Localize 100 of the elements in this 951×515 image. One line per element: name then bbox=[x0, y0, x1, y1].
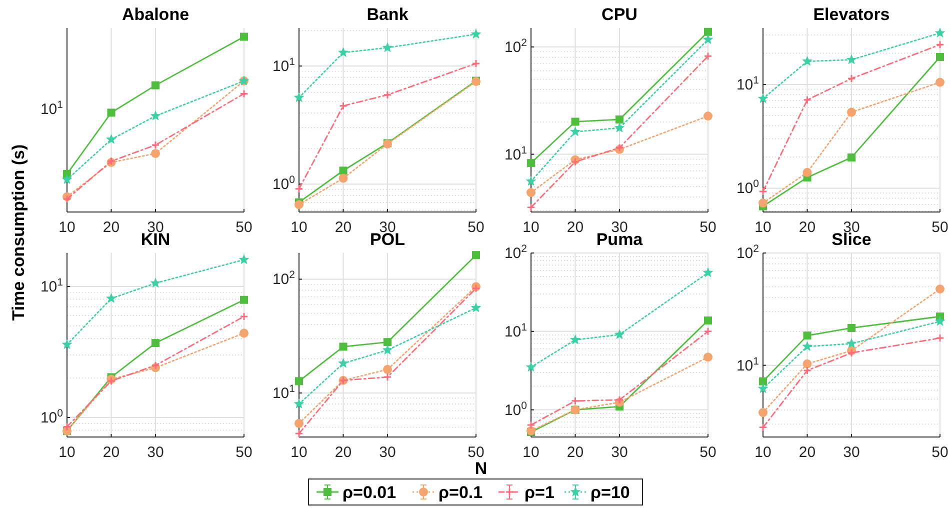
point bbox=[106, 292, 116, 303]
point bbox=[238, 254, 250, 264]
point bbox=[294, 429, 304, 438]
legend-label: ρ=1 bbox=[524, 483, 554, 502]
point bbox=[62, 339, 72, 350]
point bbox=[294, 92, 304, 102]
point bbox=[294, 398, 304, 408]
point bbox=[936, 52, 944, 61]
point bbox=[704, 352, 712, 362]
point bbox=[571, 396, 580, 406]
point bbox=[526, 176, 536, 186]
legend-label: ρ=0.1 bbox=[438, 483, 483, 502]
x-tick-label: 20 bbox=[334, 219, 352, 236]
point bbox=[382, 344, 393, 355]
x-tick-label: 10 bbox=[58, 219, 76, 236]
point bbox=[338, 47, 348, 58]
point bbox=[294, 200, 304, 210]
point bbox=[758, 187, 768, 196]
y-tick-label: 10$^{1}$ bbox=[736, 74, 760, 94]
point bbox=[152, 81, 160, 90]
x-tick-label: 50 bbox=[700, 444, 716, 461]
x-tick-label: 10 bbox=[754, 444, 772, 461]
y-tick-label: 10$^{0}$ bbox=[736, 178, 760, 198]
point bbox=[848, 324, 856, 332]
y-tick-label: 10$^{2}$ bbox=[272, 269, 296, 288]
y-tick-label: 10$^{0}$ bbox=[272, 174, 296, 194]
point bbox=[934, 316, 946, 326]
point bbox=[240, 328, 248, 338]
chart-title: Abalone bbox=[122, 5, 190, 24]
point bbox=[150, 110, 161, 120]
point bbox=[339, 166, 348, 175]
point bbox=[338, 174, 348, 183]
point bbox=[470, 28, 482, 39]
point bbox=[240, 312, 248, 321]
point bbox=[151, 148, 160, 158]
chart-title: CPU bbox=[602, 5, 638, 24]
point bbox=[294, 184, 304, 194]
x-tick-label: 50 bbox=[932, 219, 948, 236]
point bbox=[936, 284, 944, 294]
point bbox=[527, 158, 535, 167]
point bbox=[615, 396, 624, 404]
point bbox=[758, 383, 768, 394]
x-tick-label: 20 bbox=[566, 219, 584, 236]
point bbox=[472, 59, 480, 68]
x-tick-label: 30 bbox=[379, 444, 396, 461]
x-tick-label: 50 bbox=[468, 219, 484, 236]
point bbox=[526, 420, 536, 430]
point bbox=[383, 364, 392, 374]
point bbox=[848, 153, 856, 162]
point bbox=[62, 194, 72, 204]
point bbox=[571, 118, 580, 126]
x-tick-label: 30 bbox=[611, 219, 628, 236]
x-tick-label: 10 bbox=[290, 444, 308, 461]
point bbox=[704, 327, 712, 336]
x-tick-label: 10 bbox=[58, 444, 76, 461]
x-tick-label: 20 bbox=[102, 219, 120, 236]
point bbox=[803, 332, 812, 340]
point bbox=[62, 422, 72, 432]
legend-label: ρ=10 bbox=[590, 483, 630, 502]
x-tick-label: 30 bbox=[147, 444, 164, 461]
y-tick-label: 10$^{0}$ bbox=[40, 408, 64, 427]
point bbox=[383, 90, 392, 100]
point bbox=[846, 54, 857, 64]
legend-label: ρ=0.01 bbox=[342, 483, 396, 502]
x-tick-label: 10 bbox=[522, 219, 540, 236]
point bbox=[802, 341, 812, 351]
point bbox=[470, 302, 482, 312]
point bbox=[295, 377, 303, 386]
point bbox=[338, 358, 348, 368]
point bbox=[240, 89, 248, 98]
point bbox=[151, 361, 160, 370]
point bbox=[526, 203, 536, 212]
point bbox=[570, 126, 580, 136]
point bbox=[384, 338, 392, 346]
point bbox=[614, 329, 625, 340]
y-tick-label: 10$^{1}$ bbox=[272, 56, 296, 76]
point bbox=[704, 112, 712, 121]
y-tick-label: 10$^{1}$ bbox=[736, 355, 760, 374]
point bbox=[383, 372, 392, 382]
y-tick-label: 10$^{2}$ bbox=[504, 243, 528, 262]
point bbox=[571, 158, 580, 166]
point bbox=[702, 267, 714, 278]
x-tick-label: 10 bbox=[290, 219, 308, 236]
x-tick-label: 30 bbox=[611, 444, 628, 461]
point bbox=[802, 168, 812, 177]
point bbox=[150, 278, 161, 288]
point bbox=[802, 359, 812, 368]
x-tick-label: 50 bbox=[700, 219, 716, 236]
point bbox=[526, 188, 536, 198]
y-tick-label: 10$^{2}$ bbox=[736, 243, 760, 262]
y-tick-label: 10$^{1}$ bbox=[40, 276, 64, 296]
point bbox=[570, 334, 580, 344]
point bbox=[526, 362, 536, 372]
x-tick-label: 10 bbox=[522, 444, 540, 461]
point bbox=[758, 93, 768, 104]
point bbox=[339, 342, 348, 351]
x-tick-label: 20 bbox=[102, 444, 120, 461]
point bbox=[704, 28, 712, 36]
x-tick-label: 30 bbox=[843, 444, 860, 461]
x-tick-label: 50 bbox=[932, 444, 948, 461]
